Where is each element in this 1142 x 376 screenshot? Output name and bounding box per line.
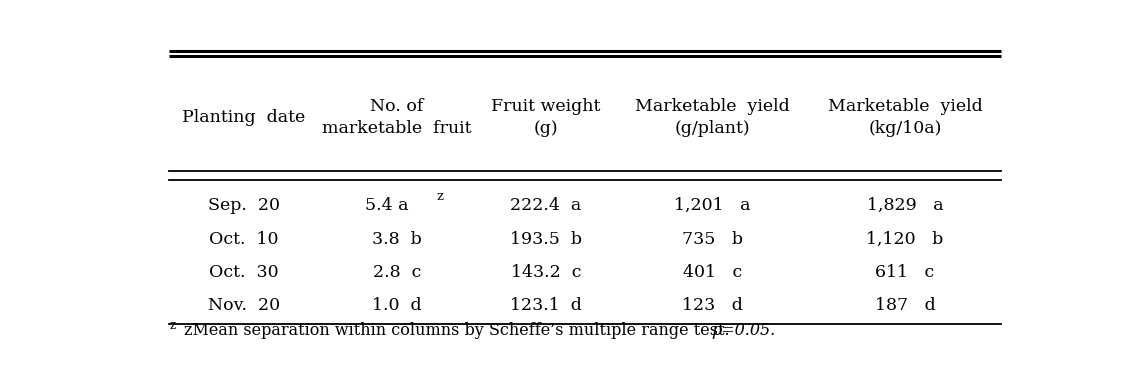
Text: p=0.05.: p=0.05. xyxy=(711,322,775,339)
Text: Planting  date: Planting date xyxy=(182,109,305,126)
Text: z: z xyxy=(169,319,176,332)
Text: Marketable  yield
(kg/10a): Marketable yield (kg/10a) xyxy=(828,98,982,137)
Text: 2.8  c: 2.8 c xyxy=(372,264,421,281)
Text: Oct.  10: Oct. 10 xyxy=(209,230,279,248)
Text: 611   c: 611 c xyxy=(875,264,934,281)
Text: 193.5  b: 193.5 b xyxy=(509,230,582,248)
Text: No. of
marketable  fruit: No. of marketable fruit xyxy=(322,98,472,137)
Text: 1.0  d: 1.0 d xyxy=(372,297,421,314)
Text: 1,120   b: 1,120 b xyxy=(867,230,943,248)
Text: z: z xyxy=(436,190,443,203)
Text: 123.1  d: 123.1 d xyxy=(510,297,581,314)
Text: 401   c: 401 c xyxy=(683,264,742,281)
Text: 143.2  c: 143.2 c xyxy=(510,264,581,281)
Text: Sep.  20: Sep. 20 xyxy=(208,197,280,214)
Text: Oct.  30: Oct. 30 xyxy=(209,264,279,281)
Text: zMean separation within columns by Scheffe’s multiple range test.: zMean separation within columns by Schef… xyxy=(184,322,735,339)
Text: Nov.  20: Nov. 20 xyxy=(208,297,280,314)
Text: Marketable  yield
(g/plant): Marketable yield (g/plant) xyxy=(635,98,789,137)
Text: 123   d: 123 d xyxy=(682,297,742,314)
Text: Fruit weight
(g): Fruit weight (g) xyxy=(491,98,601,137)
Text: 1,829   a: 1,829 a xyxy=(867,197,943,214)
Text: 735   b: 735 b xyxy=(682,230,742,248)
Text: 222.4  a: 222.4 a xyxy=(510,197,581,214)
Text: 1,201   a: 1,201 a xyxy=(674,197,750,214)
Text: 3.8  b: 3.8 b xyxy=(372,230,421,248)
Text: 5.4 a: 5.4 a xyxy=(364,197,408,214)
Text: 187   d: 187 d xyxy=(875,297,935,314)
